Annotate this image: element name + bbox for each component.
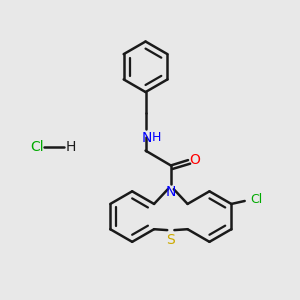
Text: S: S bbox=[167, 233, 175, 247]
Text: H: H bbox=[152, 131, 161, 144]
Text: H: H bbox=[66, 140, 76, 154]
Text: O: O bbox=[190, 152, 201, 167]
Text: N: N bbox=[166, 185, 176, 199]
Text: Cl: Cl bbox=[30, 140, 44, 154]
Text: N: N bbox=[142, 131, 152, 145]
Text: Cl: Cl bbox=[250, 193, 263, 206]
